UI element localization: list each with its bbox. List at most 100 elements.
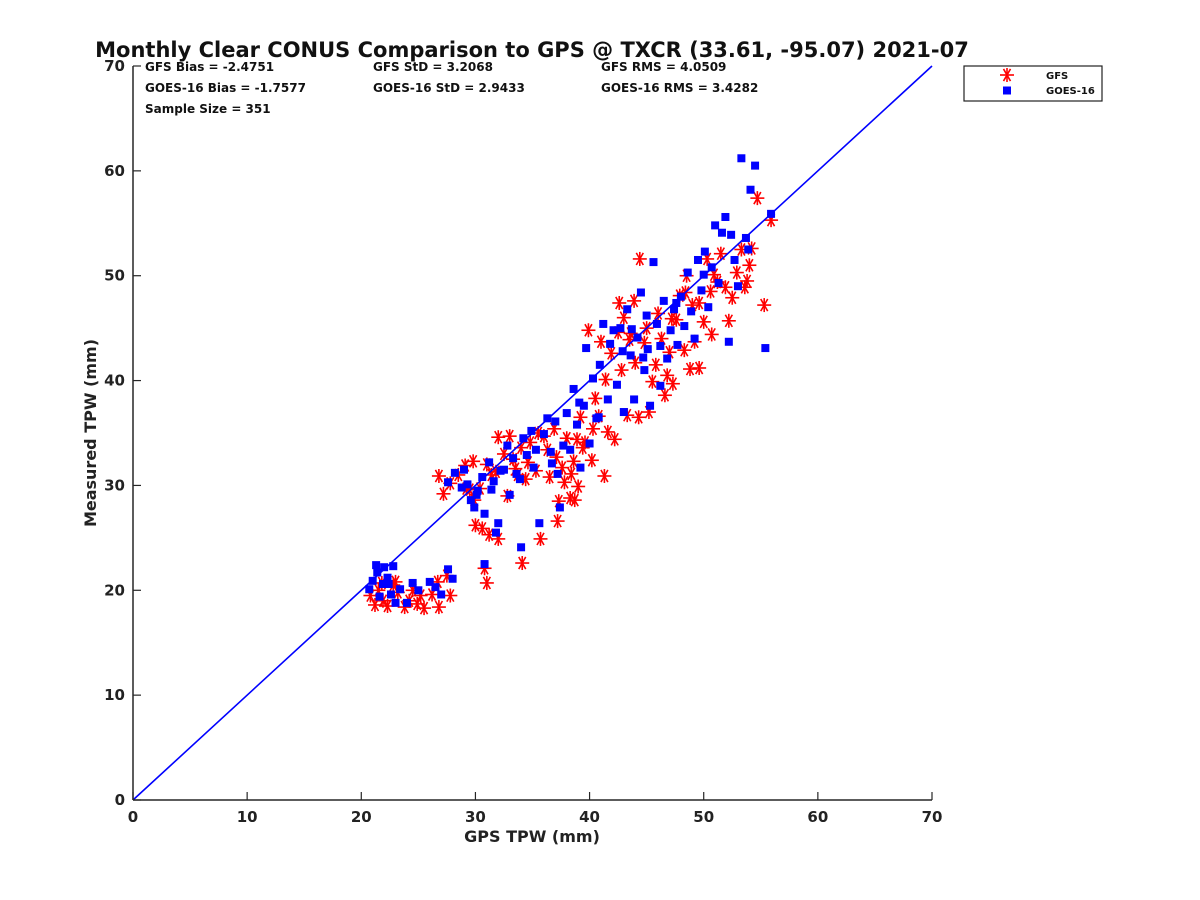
gfs-point: [614, 363, 629, 378]
goes-16-point: [721, 212, 730, 221]
goes-16-point: [529, 463, 538, 472]
goes-rms-text: GOES-16 RMS = 3.4282: [601, 81, 758, 95]
goes-std-text: GOES-16 StD = 2.9433: [373, 81, 525, 95]
gfs-point: [564, 466, 579, 481]
y-axis-ticks: 0 10 20 30 40 50 60 70: [104, 57, 141, 809]
goes-16-point: [383, 573, 392, 582]
y-tick-label: 70: [104, 57, 125, 75]
goes-16-point: [522, 451, 531, 460]
goes-16-point: [656, 381, 665, 390]
goes-16-point: [573, 420, 582, 429]
gfs-point: [475, 521, 490, 536]
legend-gfs-marker: [1000, 68, 1014, 82]
goes-16-point: [444, 565, 453, 574]
gfs-point: [584, 453, 599, 468]
goes-16-point: [730, 255, 739, 264]
gfs-point: [443, 588, 458, 603]
chart-title: Monthly Clear CONUS Comparison to GPS @ …: [95, 38, 969, 62]
gfs-point: [704, 327, 719, 342]
gfs-point: [677, 343, 692, 358]
goes-16-point: [457, 483, 466, 492]
goes-16-point: [509, 454, 518, 463]
gfs-point: [431, 600, 446, 615]
goes-16-point: [683, 268, 692, 277]
legend-gfs-asterisk: [1000, 68, 1014, 82]
goes-bias-text: GOES-16 Bias = -1.7577: [145, 81, 306, 95]
legend-gfs-label: GFS: [1046, 71, 1068, 82]
goes-16-point: [480, 509, 489, 518]
goes-16-point: [380, 563, 389, 572]
gfs-point: [431, 468, 446, 483]
x-axis-ticks: 0 10 20 30 40 50 60 70: [128, 792, 943, 826]
gfs-point: [567, 493, 582, 508]
goes-16-point: [646, 401, 655, 410]
y-tick-label: 20: [104, 581, 125, 599]
gfs-point: [491, 430, 506, 445]
goes-16-point: [489, 477, 498, 486]
sample-size-text: Sample Size = 351: [145, 102, 271, 116]
goes-16-point: [656, 341, 665, 350]
goes-16-point: [386, 590, 395, 599]
gfs-point: [593, 334, 608, 349]
gfs-point: [557, 475, 572, 490]
goes-16-point: [627, 325, 636, 334]
gfs-point: [597, 468, 612, 483]
goes-16-point: [365, 585, 374, 594]
goes-16-point: [391, 598, 400, 607]
gfs-point: [631, 410, 646, 425]
gfs-bias-text: GFS Bias = -2.4751: [145, 60, 274, 74]
y-tick-label: 40: [104, 372, 125, 390]
goes-16-point: [553, 469, 562, 478]
goes-16-point: [517, 543, 526, 552]
goes-16-point: [539, 430, 548, 439]
goes-16-point: [594, 413, 603, 422]
goes-16-point: [652, 319, 661, 328]
goes-16-point: [487, 485, 496, 494]
x-axis-label: GPS TPW (mm): [464, 827, 600, 846]
x-tick-label: 70: [922, 808, 943, 826]
goes-16-point: [663, 354, 672, 363]
goes-16-point: [437, 590, 446, 599]
goes-16-point: [431, 583, 440, 592]
goes-16-point: [666, 326, 675, 335]
goes-16-series: [365, 154, 776, 607]
x-tick-label: 30: [465, 808, 486, 826]
goes-16-point: [559, 441, 568, 450]
gfs-std-text: GFS StD = 3.2068: [373, 60, 493, 74]
gfs-point: [683, 362, 698, 377]
goes-16-point: [478, 473, 487, 482]
gfs-rms-text: GFS RMS = 4.0509: [601, 60, 726, 74]
gfs-point: [533, 531, 548, 546]
gfs-point: [575, 440, 590, 455]
goes-16-point: [672, 298, 681, 307]
goes-16-point: [389, 562, 398, 571]
goes-16-point: [448, 574, 457, 583]
gfs-point: [585, 421, 600, 436]
gfs-point: [417, 601, 432, 616]
plot-area: 0 10 20 30 40 50 60 70 0 10 20 30 40 50 60 70: [104, 57, 942, 826]
goes-16-point: [503, 441, 512, 450]
goes-16-point: [579, 401, 588, 410]
goes-16-point: [595, 360, 604, 369]
goes-16-point: [636, 288, 645, 297]
goes-16-point: [746, 185, 755, 194]
gfs-point: [660, 368, 675, 383]
goes-16-point: [673, 340, 682, 349]
goes-16-point: [480, 560, 489, 569]
y-tick-label: 60: [104, 162, 125, 180]
gfs-point: [645, 374, 660, 389]
y-tick-label: 30: [104, 476, 125, 494]
goes-16-point: [599, 319, 608, 328]
goes-16-point: [512, 469, 521, 478]
gfs-point: [598, 372, 613, 387]
goes-16-point: [491, 528, 500, 537]
goes-16-point: [555, 503, 564, 512]
goes-16-point: [408, 578, 417, 587]
gfs-point: [588, 391, 603, 406]
goes-16-point: [606, 339, 615, 348]
gfs-point: [703, 284, 718, 299]
goes-16-point: [378, 579, 387, 588]
gfs-point: [742, 258, 757, 273]
goes-16-point: [402, 598, 411, 607]
goes-16-point: [485, 458, 494, 467]
